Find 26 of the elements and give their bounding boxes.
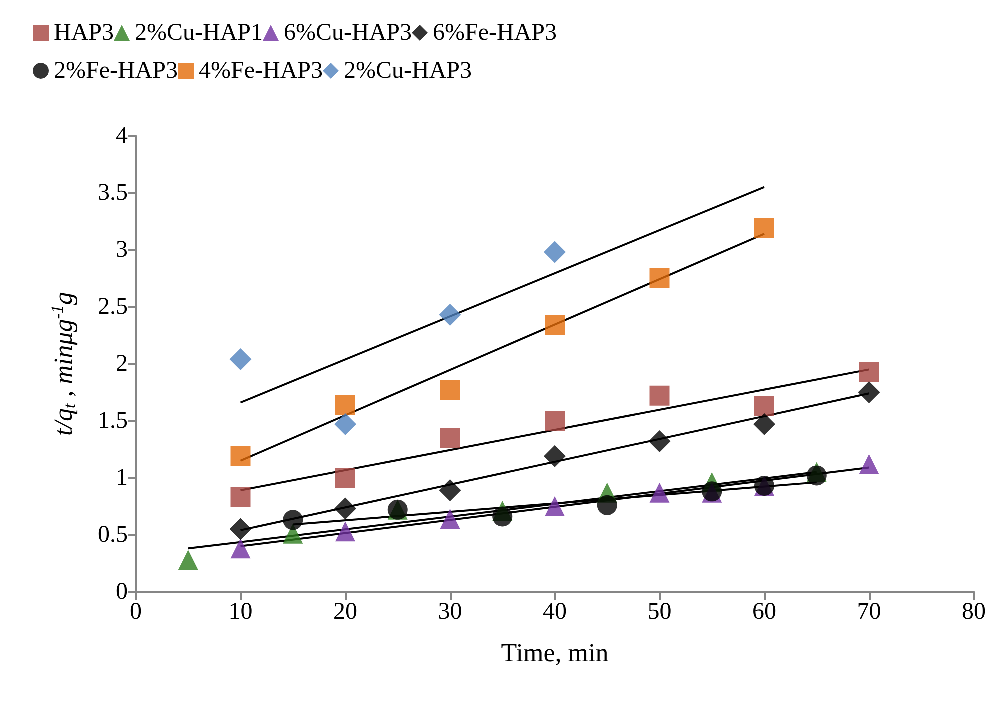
legend-label: 2%Fe-HAP3 [54, 58, 178, 84]
y-tick-label: 3 [116, 237, 128, 263]
x-tick-label: 70 [857, 599, 882, 625]
x-tick-label: 10 [228, 599, 253, 625]
legend-label: HAP3 [54, 20, 114, 46]
legend-label: 4%Fe-HAP3 [198, 58, 323, 84]
y-tick-label: 2 [116, 351, 128, 377]
x-tick-label: 30 [438, 599, 462, 625]
x-tick-label: 20 [334, 599, 358, 625]
x-tick-label: 50 [648, 599, 672, 625]
legend-label: 2%Cu-HAP3 [344, 58, 472, 84]
legend-label: 2%Cu-HAP1 [135, 20, 264, 46]
y-tick-label: 2.5 [98, 294, 128, 320]
y-tick-label: 4 [116, 123, 128, 149]
x-axis-title: Time, min [501, 638, 609, 668]
y-axis-title: t/qt , minμg-1g [48, 292, 79, 436]
y-tick-label: 0.5 [98, 522, 128, 548]
y-tick-label: 3.5 [98, 180, 128, 206]
y-tick-label: 1 [116, 465, 128, 491]
y-tick-label: 0 [116, 579, 128, 605]
legend-label: 6%Cu-HAP3 [284, 20, 412, 46]
y-tick-label: 1.5 [98, 408, 128, 434]
x-tick-label: 40 [543, 599, 567, 625]
x-tick-label: 80 [962, 599, 986, 625]
x-tick-label: 60 [752, 599, 776, 625]
legend-label: 6%Fe-HAP3 [433, 20, 558, 46]
